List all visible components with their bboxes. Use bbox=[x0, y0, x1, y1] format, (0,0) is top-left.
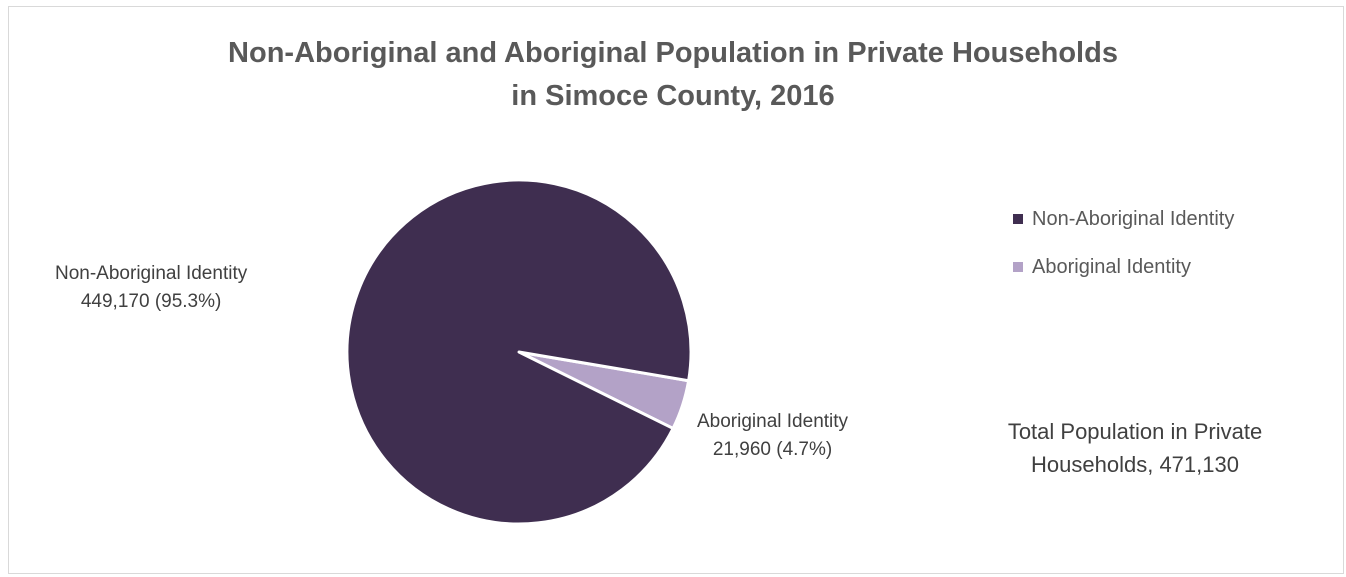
total-annotation-line-2: Households, 471,130 bbox=[1031, 452, 1239, 477]
total-annotation-line-1: Total Population in Private bbox=[1007, 419, 1263, 444]
data-label-non-aboriginal: Non-Aboriginal Identity 449,170 (95.3%) bbox=[55, 260, 247, 316]
pie-slice-non-aboriginal[interactable] bbox=[345, 178, 693, 526]
legend: Non-Aboriginal Identity Aboriginal Ident… bbox=[1013, 204, 1234, 300]
legend-swatch-non-aboriginal bbox=[1013, 214, 1023, 224]
data-label-aboriginal-name: Aboriginal Identity bbox=[697, 411, 849, 432]
data-label-aboriginal: Aboriginal Identity 21,960 (4.7%) bbox=[697, 408, 848, 464]
total-population-annotation: Total Population in Private Households, … bbox=[955, 415, 1315, 481]
chart-title: Non-Aboriginal and Aboriginal Population… bbox=[0, 32, 1346, 118]
chart-title-line-2: in Simoce County, 2016 bbox=[511, 80, 835, 112]
legend-swatch-aboriginal bbox=[1013, 262, 1023, 272]
data-label-non-aboriginal-name: Non-Aboriginal Identity bbox=[55, 263, 248, 284]
data-label-non-aboriginal-value: 449,170 (95.3%) bbox=[80, 291, 222, 312]
legend-label-non-aboriginal: Non-Aboriginal Identity bbox=[1032, 207, 1235, 230]
data-label-aboriginal-value: 21,960 (4.7%) bbox=[712, 439, 833, 460]
legend-item-aboriginal[interactable]: Aboriginal Identity bbox=[1013, 252, 1234, 282]
legend-item-non-aboriginal[interactable]: Non-Aboriginal Identity bbox=[1013, 204, 1234, 234]
legend-label-aboriginal: Aboriginal Identity bbox=[1032, 255, 1191, 278]
chart-title-line-1: Non-Aboriginal and Aboriginal Population… bbox=[228, 37, 1118, 69]
